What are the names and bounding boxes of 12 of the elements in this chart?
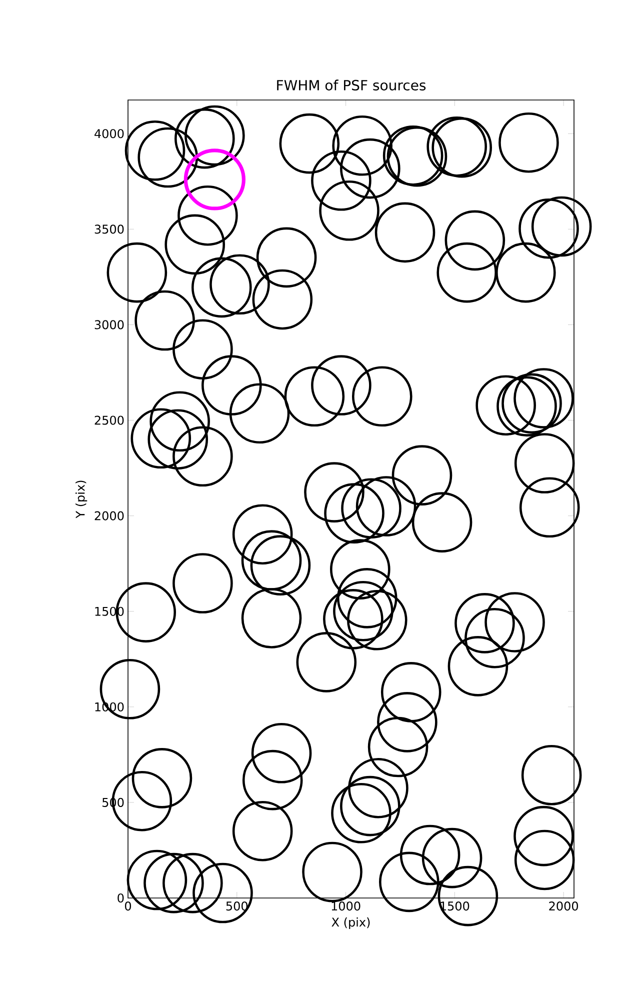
x-axis-title: X (pix) [332, 917, 370, 930]
x-tick-label: 2000 [549, 902, 578, 911]
y-tick-label: 3000 [94, 320, 124, 330]
y-tick-label: 2000 [94, 511, 124, 520]
y-tick-label: 0 [118, 893, 124, 903]
y-tick-label: 4000 [94, 129, 124, 138]
chart-title: FWHM of PSF sources [277, 80, 426, 90]
x-tick-label: 0 [124, 902, 132, 911]
x-tick-label: 1000 [332, 902, 360, 911]
y-axis-title: Y (pix) [75, 480, 88, 518]
y-tick-label: 3500 [94, 224, 124, 234]
y-tick-label: 2500 [94, 416, 124, 425]
